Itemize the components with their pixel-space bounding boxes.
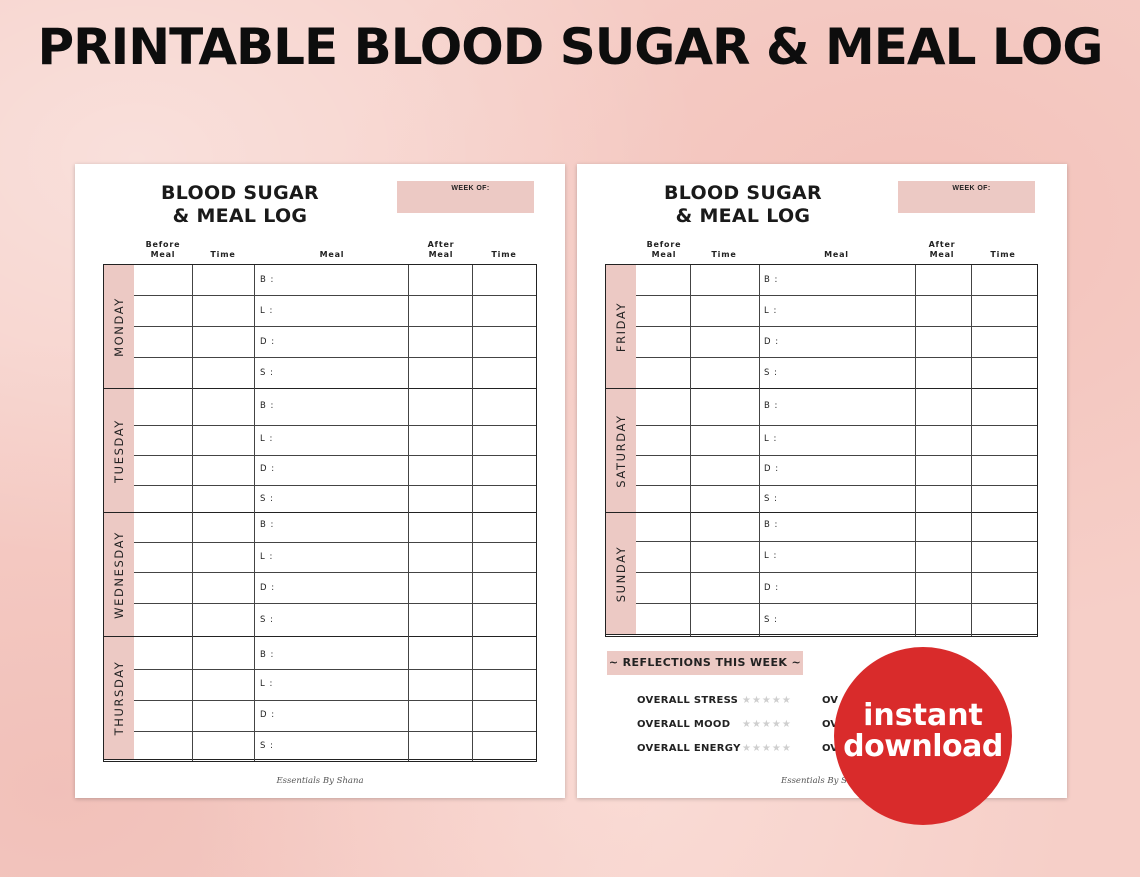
week-of-box: WEEK OF: xyxy=(898,181,1035,213)
day-block-tuesday: TUESDAY B : L : D : S : xyxy=(104,389,536,513)
footer-brand: Essentials By Sh xyxy=(781,776,853,786)
col-before-meal: Before Meal xyxy=(145,240,181,259)
metric-right-label: OV xyxy=(822,719,838,730)
day-block-monday: MONDAY B : L : D : S : xyxy=(104,265,536,389)
day-block-thursday: THURSDAY B : L : D : S : xyxy=(104,637,536,760)
meal-row: L : xyxy=(636,542,1037,573)
star-rating[interactable]: ★★★★★ xyxy=(742,743,792,754)
meal-row: B : xyxy=(134,513,536,543)
meal-row: D : xyxy=(134,456,536,486)
col-time-after: Time xyxy=(990,250,1016,259)
log-sheet-monday-thursday: BLOOD SUGAR & MEAL LOG WEEK OF: Before Me… xyxy=(75,164,565,798)
column-divider xyxy=(408,265,409,761)
metric-right-label: OV xyxy=(822,695,838,706)
col-after-meal: After Meal xyxy=(928,240,956,259)
col-time-after: Time xyxy=(491,250,517,259)
column-divider xyxy=(472,265,473,761)
meal-row: L : xyxy=(636,296,1037,327)
headline: PRINTABLE BLOOD SUGAR & MEAL LOG xyxy=(37,18,1104,76)
meal-row: L : xyxy=(134,296,536,327)
badge-line1: instant xyxy=(863,698,983,733)
metric-overall-mood: OVERALL MOOD xyxy=(637,719,731,730)
meal-row: S : xyxy=(260,741,274,751)
day-label: WEDNESDAY xyxy=(104,513,134,636)
col-meal: Meal xyxy=(824,250,849,259)
column-divider xyxy=(192,265,193,761)
sheet-title-line1: BLOOD SUGAR xyxy=(664,182,822,204)
meal-row: D : xyxy=(134,573,536,604)
star-rating[interactable]: ★★★★★ xyxy=(742,719,792,730)
day-block-sunday: SUNDAY B : L : D : S : xyxy=(606,513,1037,635)
meal-row: B : xyxy=(134,389,536,426)
day-label: SATURDAY xyxy=(606,389,636,512)
meal-row: L : xyxy=(134,426,536,456)
day-label: TUESDAY xyxy=(104,389,134,512)
column-divider xyxy=(254,265,255,761)
column-divider xyxy=(759,265,760,636)
meal-row: L : xyxy=(134,543,536,573)
meal-row: S : xyxy=(260,368,274,378)
meal-row: B : xyxy=(134,265,536,296)
metric-right-label: OV xyxy=(822,743,838,754)
meal-row: S : xyxy=(764,368,778,378)
reflections-banner: ~ REFLECTIONS THIS WEEK ~ xyxy=(607,651,803,675)
col-after-meal: After Meal xyxy=(427,240,455,259)
meal-row: L : xyxy=(134,670,536,701)
instant-download-badge: instant download xyxy=(834,647,1012,825)
log-grid: FRIDAY B : L : D : S : SATURDAY B : L : … xyxy=(605,264,1038,637)
col-meal: Meal xyxy=(319,250,345,259)
col-time: Time xyxy=(711,250,737,259)
log-grid: MONDAY B : L : D : S : TUESDAY B : L : D… xyxy=(103,264,537,762)
footer-brand: Essentials By Shana xyxy=(276,776,364,786)
meal-row: D : xyxy=(636,456,1037,486)
meal-row: B : xyxy=(636,513,1037,542)
day-block-wednesday: WEDNESDAY B : L : D : S : xyxy=(104,513,536,637)
column-divider xyxy=(971,265,972,636)
day-label: SUNDAY xyxy=(606,513,636,634)
star-rating[interactable]: ★★★★★ xyxy=(742,695,792,706)
meal-row: B : xyxy=(636,265,1037,296)
sheet-title: BLOOD SUGAR & MEAL LOG xyxy=(618,182,868,228)
column-divider xyxy=(690,265,691,636)
meal-row: S : xyxy=(260,615,274,625)
col-before-meal: Before Meal xyxy=(646,240,682,259)
meal-row: S : xyxy=(260,494,274,504)
meal-row: D : xyxy=(134,327,536,358)
meal-row: D : xyxy=(134,701,536,732)
day-label: THURSDAY xyxy=(104,637,134,759)
column-divider xyxy=(915,265,916,636)
meal-row: D : xyxy=(636,327,1037,358)
sheet-title-line2: & MEAL LOG xyxy=(675,205,811,227)
meal-row: B : xyxy=(134,637,536,670)
meal-row: D : xyxy=(636,573,1037,604)
day-label: FRIDAY xyxy=(606,265,636,388)
col-time: Time xyxy=(210,250,236,259)
meal-row: L : xyxy=(636,426,1037,456)
sheet-title-line2: & MEAL LOG xyxy=(172,205,308,227)
metric-overall-energy: OVERALL ENERGY xyxy=(637,743,741,754)
day-label: MONDAY xyxy=(104,265,134,388)
metric-overall-stress: OVERALL STRESS xyxy=(637,695,739,706)
day-block-friday: FRIDAY B : L : D : S : xyxy=(606,265,1037,389)
sheet-title: BLOOD SUGAR & MEAL LOG xyxy=(115,182,365,228)
badge-line2: download xyxy=(843,729,1003,764)
week-of-box: WEEK OF: xyxy=(397,181,534,213)
day-block-saturday: SATURDAY B : L : D : S : xyxy=(606,389,1037,513)
sheet-title-line1: BLOOD SUGAR xyxy=(161,182,319,204)
meal-row: B : xyxy=(636,389,1037,426)
meal-row: S : xyxy=(764,615,778,625)
meal-row: S : xyxy=(764,494,778,504)
